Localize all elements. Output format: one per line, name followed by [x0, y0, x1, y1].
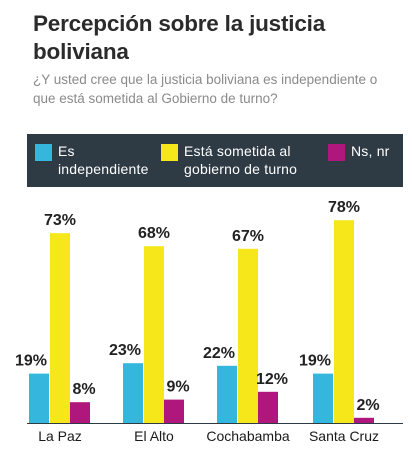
- chart-subtitle: ¿Y usted cree que la justicia boliviana …: [33, 72, 378, 106]
- value-label-independiente: 23%: [109, 342, 141, 359]
- legend-swatch-nsnr: [328, 144, 345, 161]
- bar-group-cochabamba: 22% 67% 12%: [203, 228, 288, 423]
- bar-nsnr: [258, 391, 278, 423]
- value-label-independiente: 22%: [203, 345, 235, 362]
- bar-independiente: [123, 363, 143, 423]
- category-label: Santa Cruz: [309, 428, 379, 444]
- category-label: Cochabamba: [206, 428, 289, 444]
- chart-title: Percepción sobre la justicia boliviana: [33, 11, 326, 64]
- category-label: La Paz: [38, 428, 82, 444]
- bar-group-la-paz: 19% 73% 8%: [15, 212, 96, 423]
- bar-nsnr: [354, 417, 374, 423]
- legend-label-sometida: Está sometida al gobierno de turno: [184, 143, 298, 177]
- value-label-nsnr: 12%: [256, 371, 288, 388]
- chart-legend: Es independiente Está sometida al gobier…: [27, 134, 403, 187]
- legend-label-independiente: Es independiente: [58, 143, 149, 177]
- bar-sometida: [50, 233, 70, 423]
- value-label-sometida: 73%: [44, 212, 76, 229]
- bar-sometida: [144, 246, 164, 423]
- value-label-nsnr: 9%: [166, 379, 189, 396]
- value-label-independiente: 19%: [15, 353, 47, 370]
- bar-independiente: [313, 373, 333, 423]
- bar-independiente: [217, 365, 237, 423]
- value-label-nsnr: 8%: [72, 381, 95, 398]
- category-label: El Alto: [134, 428, 174, 444]
- value-label-independiente: 19%: [299, 353, 331, 370]
- bar-sometida: [238, 248, 258, 423]
- bar-independiente: [29, 373, 49, 423]
- bar-group-santa-cruz: 19% 78% 2%: [299, 199, 380, 423]
- legend-label-nsnr: Ns, nr: [351, 143, 390, 159]
- bar-nsnr: [164, 399, 184, 423]
- value-label-sometida: 68%: [138, 225, 170, 242]
- value-label-sometida: 67%: [232, 228, 264, 245]
- value-label-sometida: 78%: [328, 199, 360, 216]
- value-label-nsnr: 2%: [356, 397, 379, 414]
- bar-group-el-alto: 23% 68% 9%: [109, 225, 190, 423]
- bar-nsnr: [70, 402, 90, 423]
- legend-swatch-sometida: [161, 144, 178, 161]
- bar-sometida: [334, 220, 354, 423]
- legend-swatch-independiente: [35, 144, 52, 161]
